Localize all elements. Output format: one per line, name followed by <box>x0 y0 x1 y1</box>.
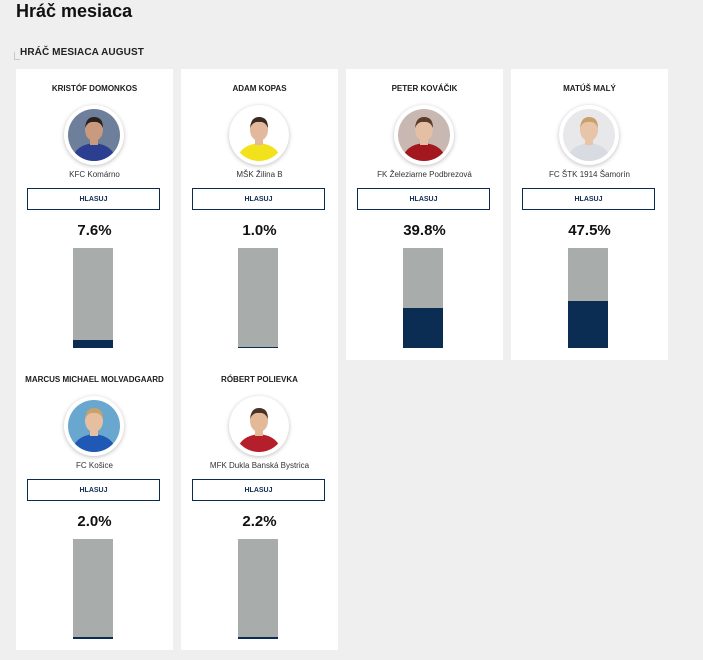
page-title: Hráč mesiaca <box>16 1 133 21</box>
player-avatar <box>394 105 454 165</box>
player-name: MATÚŠ MALÝ <box>563 84 616 93</box>
vote-button[interactable]: HLASUJ <box>357 188 490 210</box>
player-avatar <box>229 396 289 456</box>
vote-bar-fill <box>73 340 113 348</box>
player-card: MARCUS MICHAEL MOLVADGAARD FC Košice HLA… <box>16 360 173 650</box>
player-name: KRISTÓF DOMONKOS <box>51 84 138 93</box>
section-marker <box>14 52 20 60</box>
player-card: PETER KOVÁČIK FK Železiarne Podbrezová H… <box>346 69 503 360</box>
player-name: ADAM KOPAS <box>232 84 287 93</box>
vote-bar-fill <box>403 308 443 348</box>
vote-button[interactable]: HLASUJ <box>522 188 655 210</box>
player-avatar <box>64 396 124 456</box>
player-avatar <box>229 105 289 165</box>
player-photo-icon <box>563 109 615 161</box>
player-club: MŠK Žilina B <box>236 170 283 179</box>
player-photo-icon <box>233 400 285 452</box>
vote-bar <box>73 248 113 348</box>
vote-bar <box>403 248 443 348</box>
vote-bar <box>238 248 278 348</box>
vote-button[interactable]: HLASUJ <box>27 479 160 501</box>
player-photo-icon <box>398 109 450 161</box>
vote-percent: 47.5% <box>568 222 611 239</box>
vote-percent: 39.8% <box>403 222 446 239</box>
player-avatar <box>559 105 619 165</box>
player-name: MARCUS MICHAEL MOLVADGAARD <box>25 375 164 384</box>
player-card: ADAM KOPAS MŠK Žilina B HLASUJ 1.0% <box>181 69 338 360</box>
vote-bar-fill <box>238 636 278 639</box>
vote-bar <box>73 539 113 639</box>
vote-button[interactable]: HLASUJ <box>192 479 325 501</box>
vote-bar <box>238 539 278 639</box>
player-club: FC Košice <box>76 461 113 470</box>
vote-button[interactable]: HLASUJ <box>192 188 325 210</box>
player-name: PETER KOVÁČIK <box>391 84 458 93</box>
vote-bar-fill <box>568 300 608 348</box>
vote-bar-fill <box>73 637 113 639</box>
player-avatar <box>64 105 124 165</box>
vote-bar-fill <box>238 346 278 348</box>
vote-bar <box>568 248 608 348</box>
vote-percent: 7.6% <box>77 222 112 239</box>
player-club: MFK Dukla Banská Bystrica <box>209 461 310 470</box>
vote-percent: 2.2% <box>242 513 277 530</box>
player-card: RÓBERT POLIEVKA MFK Dukla Banská Bystric… <box>181 360 338 650</box>
vote-percent: 2.0% <box>77 513 112 530</box>
vote-percent: 1.0% <box>242 222 277 239</box>
player-name: RÓBERT POLIEVKA <box>221 375 298 384</box>
player-photo-icon <box>233 109 285 161</box>
player-card: KRISTÓF DOMONKOS KFC Komárno HLASUJ 7.6% <box>16 69 173 360</box>
player-club: KFC Komárno <box>69 170 120 179</box>
player-photo-icon <box>68 109 120 161</box>
player-card: MATÚŠ MALÝ FC ŠTK 1914 Šamorín HLASUJ 47… <box>511 69 668 360</box>
player-club: FC ŠTK 1914 Šamorín <box>549 170 630 179</box>
player-club: FK Železiarne Podbrezová <box>377 170 472 179</box>
player-photo-icon <box>68 400 120 452</box>
section-title: HRÁČ MESIACA AUGUST <box>20 47 144 58</box>
vote-button[interactable]: HLASUJ <box>27 188 160 210</box>
